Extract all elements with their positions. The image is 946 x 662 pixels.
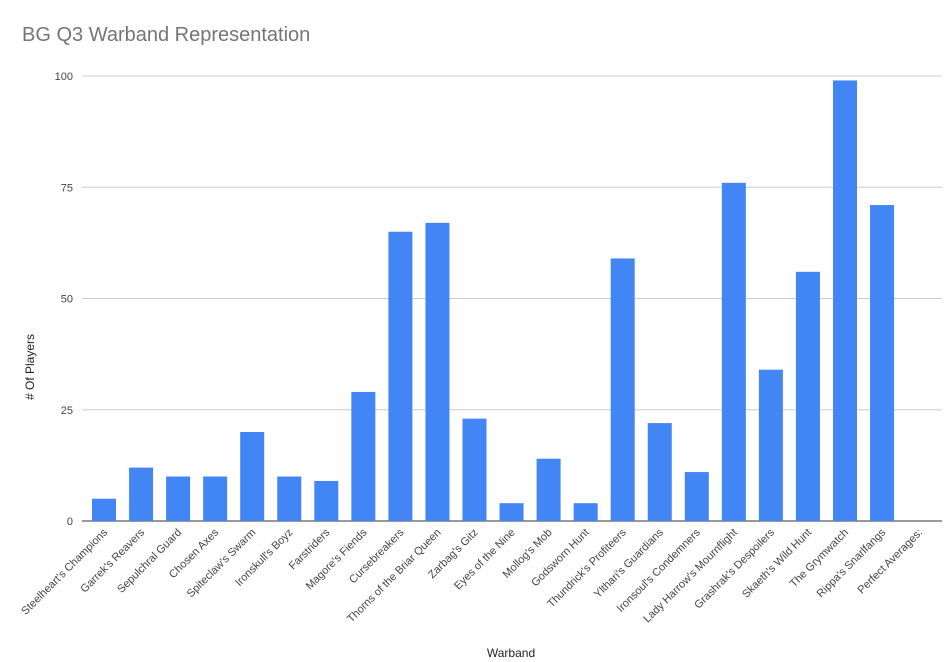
bar xyxy=(129,467,154,521)
x-tick-label: Perfect Averages: xyxy=(855,527,925,597)
y-tick-labels: 0 25 50 75 100 xyxy=(55,71,73,528)
bar xyxy=(203,476,228,521)
bar xyxy=(92,498,116,521)
bar xyxy=(388,231,413,521)
bar xyxy=(277,476,302,521)
bar xyxy=(573,503,598,521)
x-axis-label: Warband xyxy=(487,646,535,660)
bar xyxy=(166,476,191,521)
bar xyxy=(499,503,524,521)
x-tick-label: Sepulchral Guard xyxy=(115,527,184,596)
y-tick-label: 75 xyxy=(61,182,73,194)
bar xyxy=(314,480,339,521)
bar xyxy=(240,432,265,521)
y-tick-label: 0 xyxy=(67,516,73,528)
y-tick-label: 100 xyxy=(55,71,73,83)
bar xyxy=(758,369,783,521)
bar xyxy=(462,418,487,521)
x-tick-label: Skaeth's Wild Hunt xyxy=(740,527,814,601)
x-tick-label: Garrek's Reavers xyxy=(78,526,147,595)
x-tick-label: Rippa's Snarlfangs xyxy=(815,526,889,600)
bar xyxy=(684,472,709,521)
bars xyxy=(92,80,895,522)
bar xyxy=(833,80,857,521)
chart-title: BG Q3 Warband Representation xyxy=(22,24,311,46)
y-axis-label: # Of Players xyxy=(23,334,37,400)
x-tick-label: Ylthari's Guardians xyxy=(592,526,666,600)
bar xyxy=(795,271,820,521)
bar xyxy=(647,423,672,521)
bar xyxy=(721,182,746,522)
bar xyxy=(425,222,450,521)
bar xyxy=(536,458,561,521)
y-tick-label: 50 xyxy=(61,294,73,306)
bar xyxy=(610,258,635,521)
bar xyxy=(351,391,376,521)
y-tick-label: 25 xyxy=(61,405,73,417)
x-tick-label: Spiteclaw's Swarm xyxy=(185,527,259,601)
bar xyxy=(870,205,895,522)
